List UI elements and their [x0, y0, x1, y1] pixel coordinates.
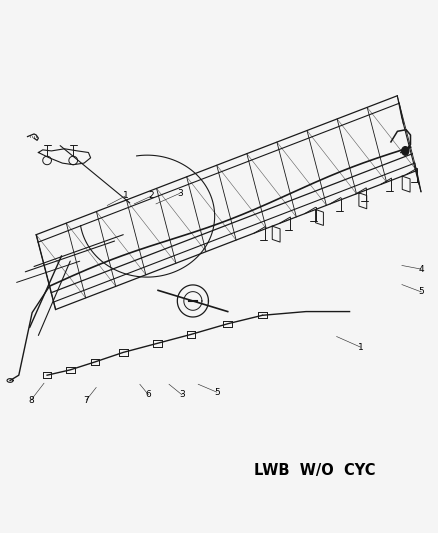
Text: LWB  W/O  CYC: LWB W/O CYC	[254, 463, 375, 478]
Text: 4: 4	[419, 265, 424, 273]
Text: 2: 2	[149, 191, 154, 200]
Circle shape	[402, 147, 409, 155]
Text: 1: 1	[357, 343, 364, 352]
Text: 8: 8	[28, 395, 34, 405]
Text: 5: 5	[418, 287, 424, 296]
Text: 3: 3	[177, 189, 183, 198]
Text: 1: 1	[123, 191, 128, 200]
Text: 5: 5	[214, 387, 220, 397]
Text: 3: 3	[179, 390, 185, 399]
Text: 6: 6	[145, 390, 152, 399]
Text: 7: 7	[83, 395, 89, 405]
